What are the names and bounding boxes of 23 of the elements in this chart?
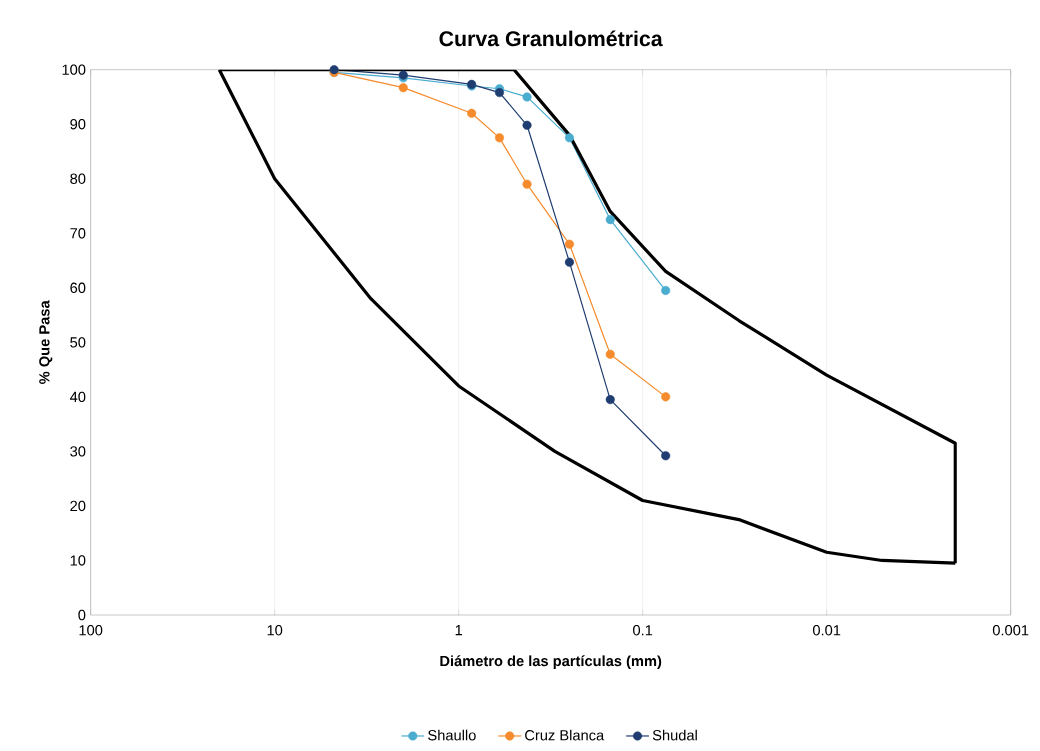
y-tick-label: 100 <box>62 64 86 75</box>
legend-label: Cruz Blanca <box>525 729 605 741</box>
y-tick-label: 20 <box>70 500 86 512</box>
x-tick-label: 100 <box>79 625 103 636</box>
y-tick-label: 60 <box>70 282 86 293</box>
legend-label: Shudal <box>652 729 697 741</box>
chart-title: Curva Granulométrica <box>439 30 663 47</box>
y-tick-label: 50 <box>70 337 86 348</box>
y-tick-label: 70 <box>70 228 86 239</box>
y-axis-title: % Que Pasa <box>39 300 53 384</box>
x-tick-label: 0.01 <box>812 625 841 636</box>
y-tick-label: 90 <box>70 119 86 130</box>
x-tick-label: 1 <box>455 625 463 636</box>
x-tick-label: 0.001 <box>992 625 1029 636</box>
legend-label: Shaullo <box>428 729 476 741</box>
y-tick-label: 10 <box>70 555 86 566</box>
y-tick-label: 80 <box>70 173 86 184</box>
x-tick-label: 0.1 <box>633 625 653 636</box>
x-axis-title: Diámetro de las partículas (mm) <box>440 655 662 670</box>
y-tick-label: 40 <box>69 391 86 403</box>
y-tick-label: 0 <box>78 609 86 621</box>
y-tick-label: 30 <box>70 446 86 457</box>
x-tick-label: 10 <box>267 625 283 636</box>
